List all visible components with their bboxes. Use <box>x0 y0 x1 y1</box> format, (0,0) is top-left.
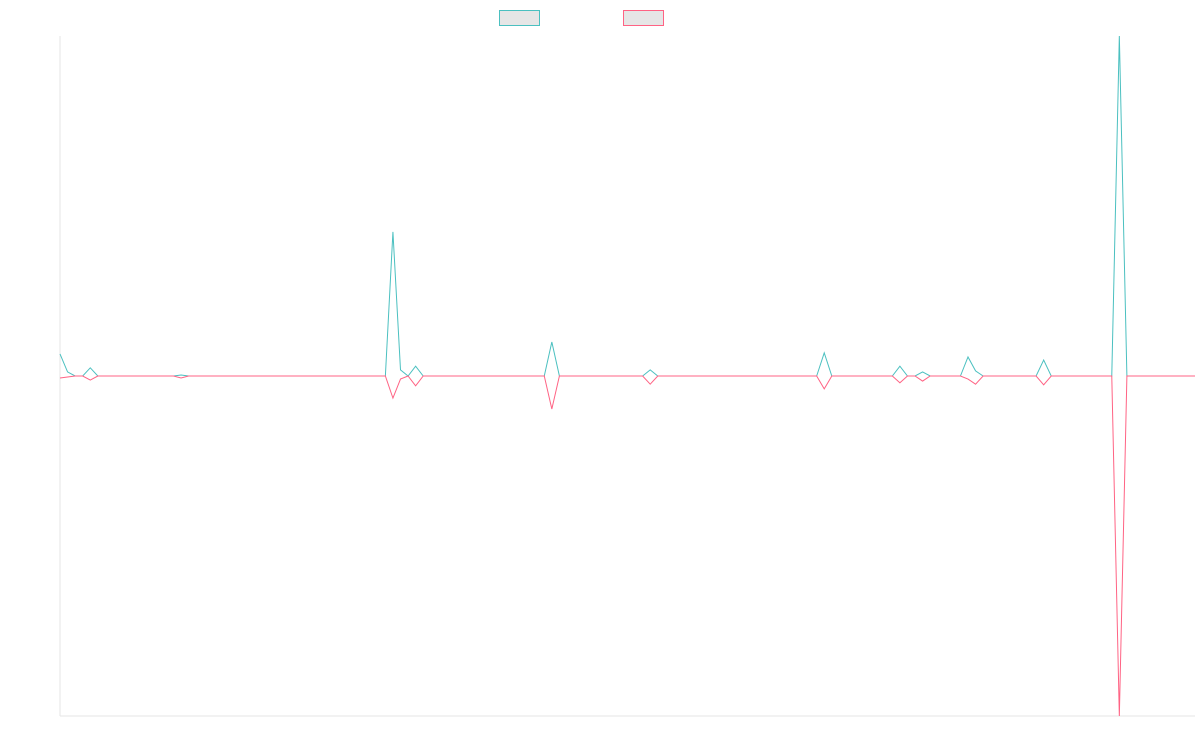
legend-swatch <box>499 10 540 26</box>
series-line <box>59 375 1195 717</box>
legend-swatch <box>623 10 664 26</box>
series-line <box>59 35 1195 377</box>
